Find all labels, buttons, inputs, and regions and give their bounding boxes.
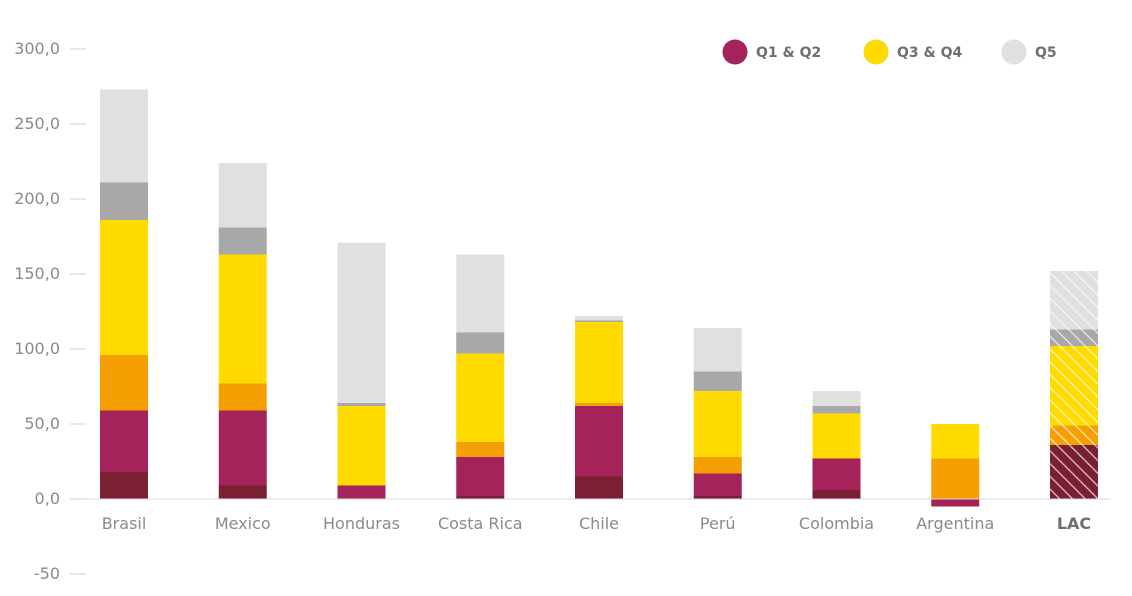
- category-label: LAC: [1057, 514, 1091, 533]
- bar-segment: [337, 485, 386, 499]
- bar-segment: [456, 332, 505, 354]
- legend-swatch: [863, 39, 889, 65]
- category-label: Colombia: [799, 514, 874, 533]
- category-label: Honduras: [323, 514, 400, 533]
- category-label: Perú: [700, 514, 736, 533]
- bar-segment: [456, 254, 505, 333]
- y-tick-label: 250,0: [14, 114, 60, 133]
- y-tick-label: -50: [34, 564, 60, 583]
- bar-segment: [100, 89, 148, 183]
- bar-segment: [575, 316, 623, 321]
- bar-segment: [456, 457, 505, 496]
- legend: Q1 & Q2 Q3 & Q4 Q5: [722, 39, 1057, 65]
- bar-segment: [218, 410, 267, 486]
- bar-segment: [931, 458, 980, 499]
- bar-segment: [100, 182, 148, 220]
- category-label: Chile: [579, 514, 619, 533]
- bar-segment: [218, 227, 267, 255]
- bar-segment: [218, 163, 267, 228]
- bar-segment: [931, 499, 980, 507]
- bar-segment: [693, 371, 742, 391]
- bar-segment: [218, 383, 267, 411]
- bar-segment: [812, 490, 861, 499]
- category-label: Costa Rica: [438, 514, 523, 533]
- bar-segment: [456, 353, 505, 442]
- bar-segment: [456, 442, 505, 457]
- bar-segment: [100, 220, 148, 355]
- bar-segment: [100, 472, 148, 499]
- bar-segment: [575, 406, 623, 477]
- y-tick-label: 150,0: [14, 264, 60, 283]
- bar-segment: [100, 355, 148, 411]
- bar-segment: [575, 476, 623, 499]
- category-label: Brasil: [102, 514, 147, 533]
- legend-label: Q1 & Q2: [756, 45, 821, 61]
- legend-label: Q3 & Q4: [897, 45, 963, 61]
- bar-segment: [812, 406, 861, 414]
- bar-segment: [575, 322, 623, 403]
- legend-swatch: [1001, 39, 1027, 65]
- bar-segment: [100, 410, 148, 472]
- category-label: Argentina: [916, 514, 994, 533]
- bar-segment: [575, 320, 623, 322]
- bar-segment: [693, 496, 742, 499]
- bar-segment: [218, 254, 267, 384]
- legend-swatch: [722, 39, 748, 65]
- bar-segment: [812, 458, 861, 490]
- y-tick-label: 0,0: [35, 489, 60, 508]
- y-tick-label: 200,0: [14, 189, 60, 208]
- bar-segment: [693, 473, 742, 496]
- bar-hatch-overlay: [1050, 425, 1098, 445]
- bar-segment: [812, 413, 861, 459]
- bar-segment: [575, 403, 623, 406]
- bar-segment: [456, 496, 505, 499]
- bar-hatch-overlay: [1050, 346, 1098, 426]
- bar-hatch-overlay: [1050, 445, 1098, 499]
- bar-segment: [337, 403, 386, 406]
- bar-segment: [931, 424, 980, 459]
- y-tick-label: 50,0: [24, 414, 60, 433]
- bar-hatch-overlay: [1050, 271, 1098, 330]
- y-tick-label: 100,0: [14, 339, 60, 358]
- bar-segment: [693, 328, 742, 372]
- y-tick-label: 300,0: [14, 39, 60, 58]
- x-axis: Brasil Mexico Honduras Costa Rica Chile Perú C…: [102, 514, 1091, 533]
- bar-segment: [337, 242, 386, 403]
- y-axis: -50 0,0 50,0 100,0 150,0 200,0 250,0 300,0: [14, 39, 86, 583]
- bar-segment: [812, 391, 861, 406]
- bar-segment: [337, 406, 386, 486]
- bar-segment: [218, 485, 267, 499]
- category-label: Mexico: [215, 514, 271, 533]
- bars: [86, 89, 1110, 507]
- bar-segment: [693, 457, 742, 474]
- legend-label: Q5: [1035, 45, 1057, 61]
- bar-hatch-overlay: [1050, 329, 1098, 346]
- bar-segment: [693, 391, 742, 457]
